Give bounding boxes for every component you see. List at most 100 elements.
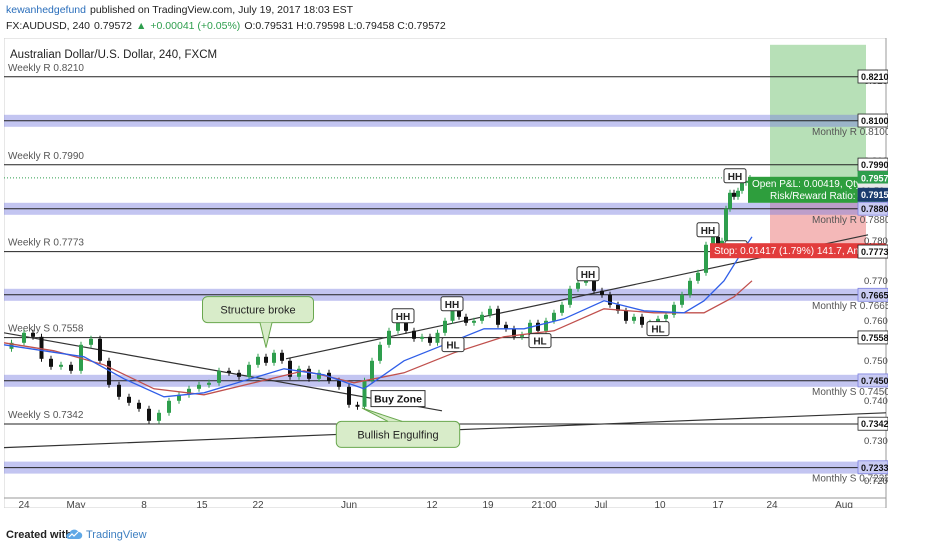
x-tick-label: 8	[141, 500, 147, 508]
x-tick-label: 12	[426, 500, 438, 508]
price-chart[interactable]: Weekly R 0.8210 Monthly R 0.8100 Weekly R …	[4, 38, 888, 508]
tradingview-cloud-icon	[66, 529, 83, 539]
candle-body	[680, 294, 684, 305]
x-tick-label: 10	[654, 500, 666, 508]
price-axis-label: 0.79572	[861, 173, 888, 183]
y-tick-label: 0.77000	[864, 276, 888, 287]
price-axis-label: 0.82107	[861, 72, 888, 82]
candle-body	[576, 282, 580, 289]
candle-body	[355, 404, 360, 407]
candle-body	[472, 320, 476, 323]
candle-body	[157, 412, 161, 421]
sma-line	[4, 280, 753, 396]
y-tick-label: 0.76000	[864, 316, 888, 327]
ohlc-values: O:0.79531 H:0.79598 L:0.79458 C:0.79572	[244, 20, 446, 32]
candle-body	[107, 360, 111, 385]
candle-body	[31, 332, 35, 337]
price-axis-tag	[857, 69, 888, 84]
candle-body	[688, 280, 692, 295]
price-axis-label: 0.79905	[861, 160, 888, 170]
x-tick-label: 21:00	[531, 500, 556, 508]
price-axis-tag	[857, 187, 888, 202]
price-axis-label: 0.81007	[861, 116, 888, 126]
last-price: 0.79572	[94, 20, 132, 32]
candle-body	[307, 368, 311, 379]
candle-body	[412, 330, 416, 339]
buy-zone-box	[370, 390, 426, 408]
tradingview-brand[interactable]: TradingView	[86, 529, 147, 541]
swing-label-box	[696, 222, 720, 238]
swing-label-box	[646, 321, 670, 337]
x-tick-label: Jul	[595, 500, 608, 508]
level-label: Weekly R 0.8210	[8, 63, 84, 74]
y-tick-label: 0.74000	[864, 396, 888, 407]
y-tick-label: 0.78000	[864, 236, 888, 247]
swing-label-box	[441, 337, 465, 353]
price-axis-label: 0.78803	[861, 204, 888, 214]
candle-body	[22, 332, 26, 343]
swing-label-box	[528, 333, 552, 349]
candle-body	[147, 408, 151, 421]
candle-body	[362, 380, 367, 407]
candle-body	[716, 236, 720, 247]
candle-body	[496, 308, 500, 325]
candle-body	[187, 388, 191, 395]
candle-body	[728, 192, 732, 209]
quote-line: FX:AUDUSD, 240 0.79572 ▲ +0.00041 (+0.05%) O…	[6, 20, 450, 32]
swing-label: HH	[581, 270, 595, 281]
x-tick-label: 24	[18, 500, 30, 508]
candle-body	[464, 316, 468, 323]
author-link[interactable]: kewanhedgefund	[6, 4, 86, 16]
candle-body	[740, 182, 744, 191]
level-label: Weekly R 0.7773	[8, 238, 84, 249]
candle-body	[237, 372, 241, 377]
chart-title: Australian Dollar/U.S. Dollar, 240, FXCM	[10, 49, 217, 61]
stop-zone	[770, 194, 866, 252]
level-label: Monthly S 0.7233	[812, 474, 888, 485]
level-label: Monthly R 0.8100	[812, 127, 888, 138]
x-tick-label: 24	[766, 500, 778, 508]
candle-body	[69, 364, 73, 371]
x-tick-label: Jun	[341, 500, 357, 508]
candle-body	[488, 308, 492, 315]
candle-body	[207, 382, 211, 385]
callout-pointer	[259, 322, 273, 348]
target-zone	[770, 44, 866, 195]
callout-label: Structure broke	[220, 305, 295, 317]
y-tick-label: 0.72000	[864, 476, 888, 487]
candle-body	[167, 400, 171, 413]
candle-body	[428, 336, 432, 343]
swing-label: HH	[728, 172, 742, 183]
x-tick-label: 22	[252, 500, 264, 508]
candle-body	[197, 384, 201, 389]
candle-body	[98, 338, 102, 361]
callout-box	[202, 296, 314, 324]
level-label: Monthly R 0.7665	[812, 301, 888, 312]
x-tick-label: 17	[712, 500, 724, 508]
downtrend-line	[4, 332, 443, 412]
price-axis-tag	[857, 113, 888, 128]
candle-body	[256, 356, 260, 365]
price-axis-tag	[857, 460, 888, 475]
candle-body	[711, 236, 715, 245]
x-tick-label: May	[67, 500, 86, 508]
candle-body	[264, 356, 268, 363]
price-axis-label: 0.77731	[861, 247, 888, 257]
candle-body	[217, 370, 221, 383]
x-tick-label: 19	[482, 500, 494, 508]
swing-label: HH	[701, 226, 715, 237]
candle-body	[704, 244, 708, 273]
published-text: published on TradingView.com, July 19, 2…	[90, 4, 354, 16]
candle-body	[616, 304, 620, 311]
candle-body	[736, 190, 740, 197]
callout-label: Bullish Engulfing	[357, 429, 438, 441]
candle-body	[592, 278, 596, 291]
candle-body	[347, 386, 351, 405]
swing-label-box	[723, 168, 747, 184]
stop-label: Stop: 0.01417 (1.79%) 141.7, Amount	[714, 246, 882, 257]
candle-body	[504, 324, 508, 329]
level-label: Monthly S 0.7450	[812, 387, 888, 398]
candle-body	[632, 316, 636, 321]
candle-body	[337, 380, 341, 387]
swing-label: HH	[396, 312, 410, 323]
